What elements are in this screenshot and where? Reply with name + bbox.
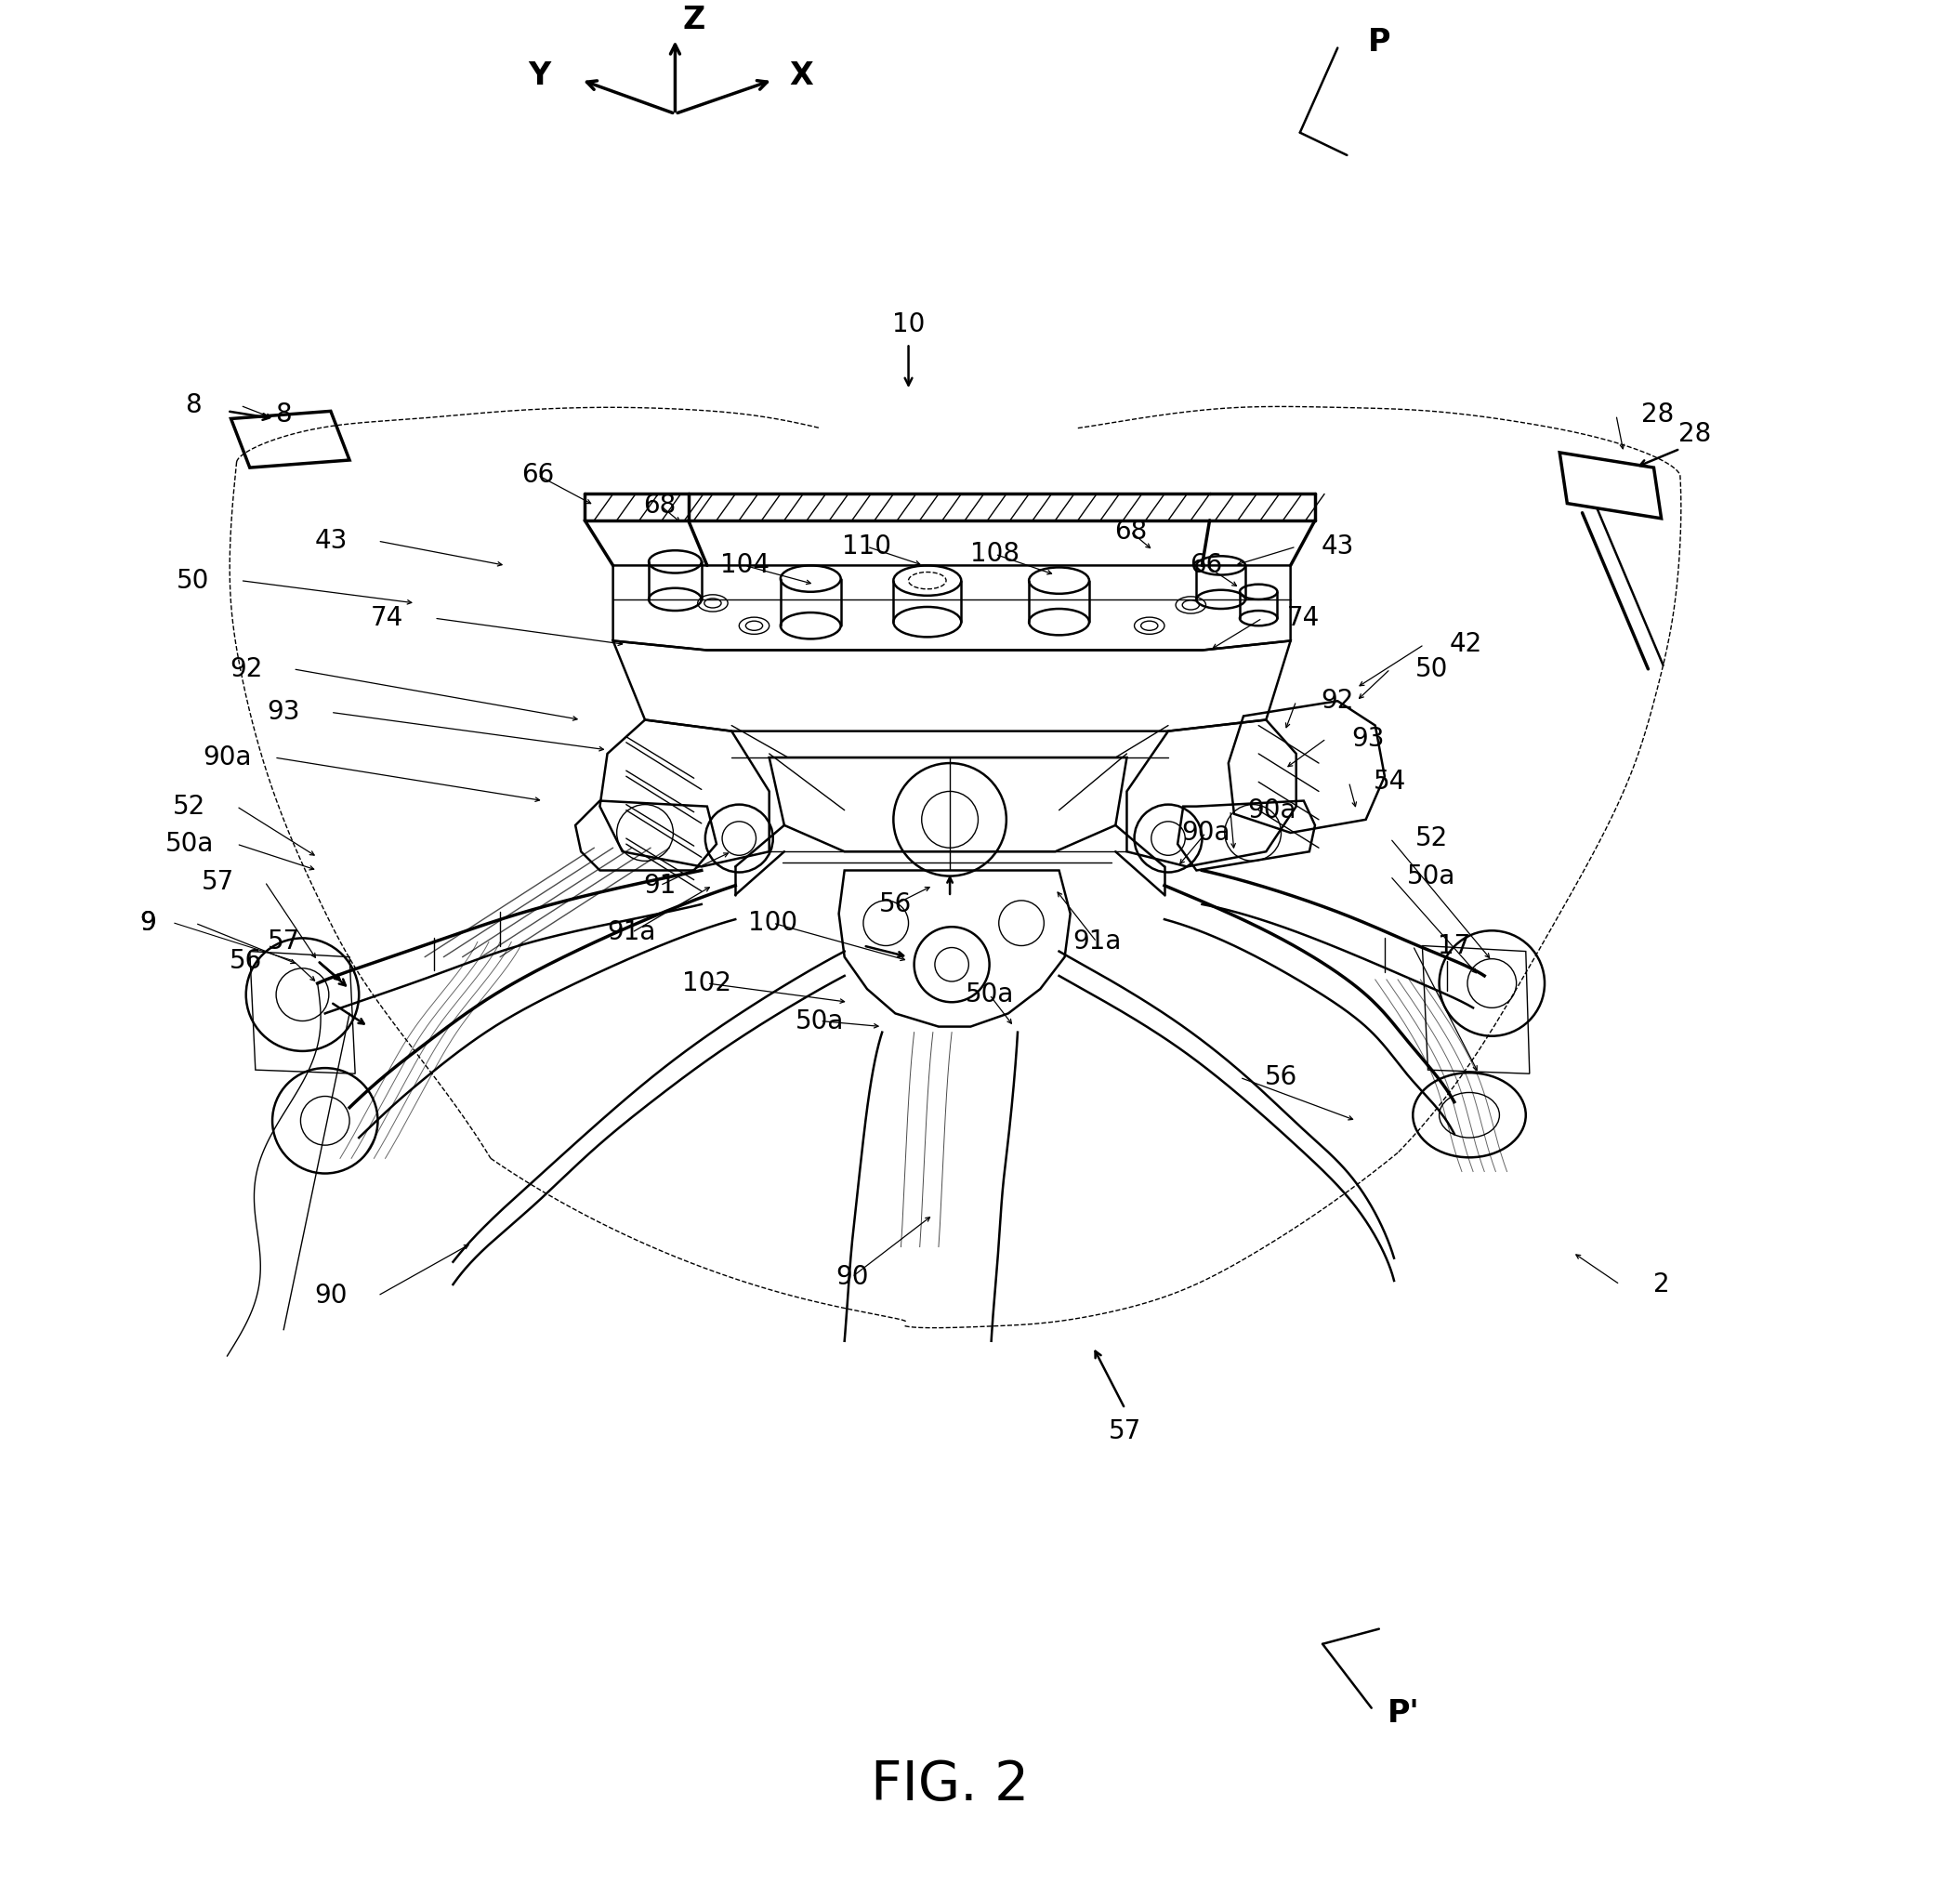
Text: 50: 50: [176, 567, 210, 593]
Text: 2: 2: [1652, 1271, 1670, 1297]
Text: 50a: 50a: [165, 830, 214, 857]
Text: Y: Y: [529, 60, 551, 92]
Text: P: P: [1368, 26, 1390, 58]
Text: 56: 56: [878, 891, 911, 917]
Text: 91: 91: [643, 872, 676, 898]
Text: 57: 57: [1109, 1418, 1141, 1444]
Text: FIG. 2: FIG. 2: [870, 1759, 1029, 1811]
Text: P': P': [1388, 1698, 1419, 1729]
Text: 43: 43: [314, 527, 347, 554]
Text: 74: 74: [1288, 604, 1321, 631]
Text: 90: 90: [314, 1282, 347, 1309]
Text: 43: 43: [1321, 533, 1354, 559]
Text: 50a: 50a: [1407, 862, 1456, 889]
Text: 9: 9: [139, 909, 157, 936]
Text: 8: 8: [184, 392, 202, 418]
Text: Z: Z: [682, 4, 706, 36]
Text: 8: 8: [276, 401, 292, 427]
Text: 52: 52: [1415, 825, 1448, 851]
Text: 90: 90: [835, 1263, 868, 1290]
Text: 54: 54: [1374, 768, 1407, 795]
Text: 66: 66: [521, 461, 555, 488]
Text: 50: 50: [1415, 655, 1448, 682]
Text: 93: 93: [1350, 725, 1384, 751]
Text: 10: 10: [892, 311, 925, 337]
Text: 92: 92: [1321, 687, 1354, 714]
Text: 52: 52: [172, 793, 206, 819]
Text: 74: 74: [370, 604, 404, 631]
Text: 110: 110: [843, 533, 892, 559]
Text: 92: 92: [229, 655, 263, 682]
Text: 108: 108: [970, 540, 1019, 567]
Text: 57: 57: [267, 928, 300, 955]
Text: 102: 102: [682, 970, 731, 996]
Text: 90a: 90a: [1182, 819, 1231, 845]
Text: 93: 93: [267, 699, 300, 725]
Text: 56: 56: [1264, 1064, 1298, 1090]
Text: 91a: 91a: [608, 919, 657, 945]
Text: 68: 68: [1113, 518, 1147, 544]
Text: 28: 28: [1680, 420, 1711, 446]
Text: 68: 68: [643, 491, 676, 518]
Text: 42: 42: [1448, 631, 1482, 657]
Text: 57: 57: [202, 868, 233, 894]
Text: 91a: 91a: [1072, 928, 1121, 955]
Text: 9: 9: [139, 909, 157, 936]
Text: 66: 66: [1190, 552, 1223, 578]
Text: 104: 104: [719, 552, 770, 578]
Text: 100: 100: [749, 909, 798, 936]
Text: 90a: 90a: [202, 744, 251, 770]
Text: 28: 28: [1641, 401, 1674, 427]
Text: 50a: 50a: [964, 981, 1013, 1007]
Text: 90a: 90a: [1247, 797, 1296, 823]
Text: 50a: 50a: [796, 1007, 845, 1034]
Text: X: X: [790, 60, 813, 92]
Text: 56: 56: [229, 947, 263, 974]
Text: 17: 17: [1439, 932, 1470, 958]
